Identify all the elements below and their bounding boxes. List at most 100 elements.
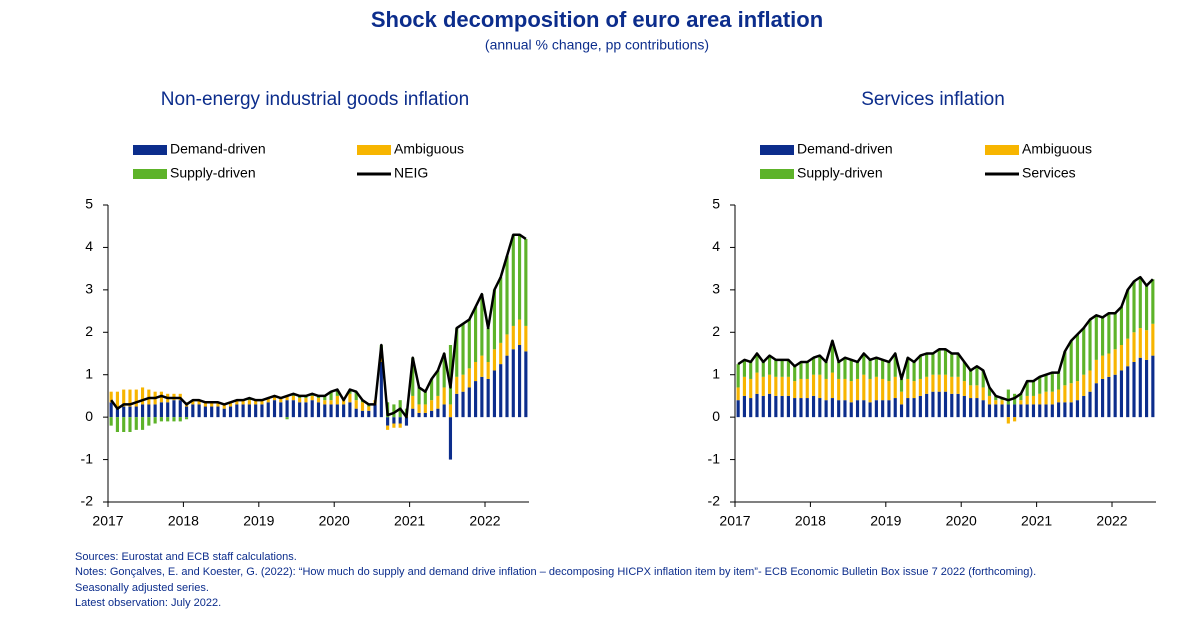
bar-segment (272, 395, 277, 401)
x-tick-label: 2021 (1021, 513, 1052, 529)
bar-segment (843, 357, 847, 379)
y-tick-label: 2 (712, 323, 720, 339)
bar-segment (448, 404, 453, 418)
y-tick-label: -1 (81, 450, 94, 466)
bar-segment (1000, 400, 1004, 405)
bar-segment (1138, 328, 1142, 358)
legend-label: Demand-driven (797, 141, 893, 157)
y-tick-label: 2 (85, 323, 93, 339)
x-tick-label: 2018 (795, 513, 826, 529)
bar-segment (969, 398, 973, 418)
bar-segment (178, 400, 182, 418)
bar-segment (912, 361, 916, 382)
bar-segment (499, 364, 503, 418)
bar-segment (247, 400, 251, 405)
bar-segment (761, 376, 765, 396)
bar-segment (1094, 359, 1098, 384)
bar-segment (1119, 345, 1124, 371)
bar-segment (335, 389, 339, 396)
bar-segment (128, 389, 132, 407)
bar-segment (279, 402, 283, 418)
bar-segment (448, 417, 453, 460)
bar-segment (203, 406, 207, 418)
bar-segment (147, 417, 151, 426)
bar-segment (1138, 357, 1142, 418)
x-tick-label: 2020 (946, 513, 977, 529)
bar-segment (291, 395, 295, 401)
bar-segment (837, 361, 841, 379)
bar-segment (994, 400, 998, 405)
bar-segment (868, 378, 872, 403)
legend-swatch (133, 169, 167, 179)
bar-segment (950, 393, 954, 418)
legend-label: Supply-driven (797, 165, 883, 181)
bar-segment (436, 408, 440, 418)
bar-segment (216, 402, 220, 407)
bar-segment (524, 351, 528, 418)
bar-segment (430, 378, 434, 401)
bar-segment (505, 255, 509, 335)
bar-segment (749, 398, 753, 418)
bar-segment (109, 417, 113, 426)
bar-segment (140, 417, 145, 430)
bar-segment (887, 361, 891, 382)
bar-segment (1082, 395, 1086, 418)
bar-segment (511, 325, 515, 350)
bar-segment (329, 404, 333, 418)
x-tick-label: 2022 (1096, 513, 1127, 529)
bar-segment (115, 417, 119, 432)
bar-segment (1044, 404, 1048, 418)
bar-segment (1151, 355, 1155, 418)
bar-segment (874, 357, 878, 377)
bar-segment (354, 391, 358, 401)
bar-segment (1044, 374, 1048, 392)
legend-label: Ambiguous (394, 141, 464, 157)
bar-segment (122, 406, 126, 418)
bar-segment (1107, 376, 1111, 418)
bar-segment (184, 417, 189, 420)
bar-segment (304, 402, 308, 418)
bar-segment (981, 370, 985, 388)
bar-segment (918, 395, 922, 418)
bar-segment (411, 408, 415, 418)
bar-segment (360, 410, 365, 418)
y-tick-label: 4 (85, 238, 93, 254)
bar-segment (1113, 313, 1117, 350)
bar-segment (134, 389, 138, 407)
bar-segment (893, 376, 897, 399)
bar-segment (830, 372, 834, 399)
bar-segment (1025, 404, 1029, 418)
bar-segment (260, 400, 264, 405)
bar-segment (881, 400, 885, 418)
bar-segment (906, 357, 910, 379)
bar-segment (969, 385, 973, 399)
bar-segment (166, 417, 170, 422)
bar-segment (423, 391, 427, 405)
bar-segment (943, 349, 948, 375)
bar-segment (386, 425, 390, 430)
bar-segment (335, 395, 339, 405)
bar-segment (956, 353, 960, 377)
bar-segment (285, 417, 289, 420)
bar-segment (931, 391, 935, 418)
bar-segment (1050, 404, 1054, 418)
bar-segment (392, 417, 396, 424)
bar-segment (805, 361, 809, 379)
bar-segment (855, 378, 860, 401)
bar-segment (461, 323, 465, 375)
y-tick-label: 1 (85, 365, 93, 381)
bar-segment (755, 353, 759, 373)
bar-segment (925, 353, 929, 377)
bar-segment (411, 357, 415, 396)
bar-segment (849, 381, 853, 403)
bar-segment (474, 361, 478, 382)
bar-segment (342, 400, 346, 405)
bar-segment (398, 423, 402, 428)
bar-segment (994, 404, 998, 418)
y-tick-label: -2 (81, 493, 94, 509)
bar-segment (1069, 340, 1073, 384)
bar-segment (1088, 319, 1092, 371)
bar-segment (254, 404, 258, 418)
bar-segment (1057, 389, 1061, 403)
bar-segment (1069, 402, 1073, 418)
